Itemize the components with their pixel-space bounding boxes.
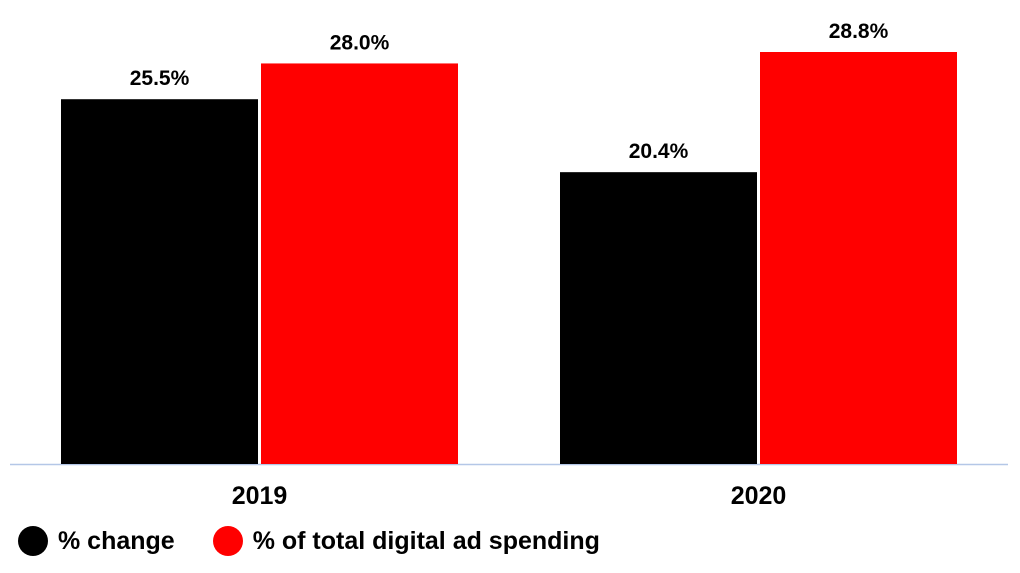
legend-label-percent-change: % change xyxy=(58,526,175,555)
data-label-2020-series-1: 28.8% xyxy=(829,20,889,43)
legend-label-share-of-total: % of total digital ad spending xyxy=(252,526,600,555)
data-label-2020-series-0: 20.4% xyxy=(629,140,689,163)
bar-2020-series-0 xyxy=(560,172,757,464)
x-tick-label-2020: 2020 xyxy=(731,482,787,510)
data-label-2019-series-1: 28.0% xyxy=(330,31,390,54)
legend: % change % of total digital ad spending xyxy=(18,526,638,556)
bar-2020-series-1 xyxy=(760,52,957,464)
legend-item-share-of-total: % of total digital ad spending xyxy=(212,526,600,556)
legend-swatch-share-of-total xyxy=(212,526,243,556)
legend-swatch-percent-change xyxy=(18,526,48,556)
bar-2019-series-1 xyxy=(261,63,458,464)
legend-item-percent-change: % change xyxy=(18,526,175,556)
data-label-2019-series-0: 25.5% xyxy=(130,67,190,90)
bar-2019-series-0 xyxy=(61,99,258,464)
x-tick-label-2019: 2019 xyxy=(232,482,288,510)
